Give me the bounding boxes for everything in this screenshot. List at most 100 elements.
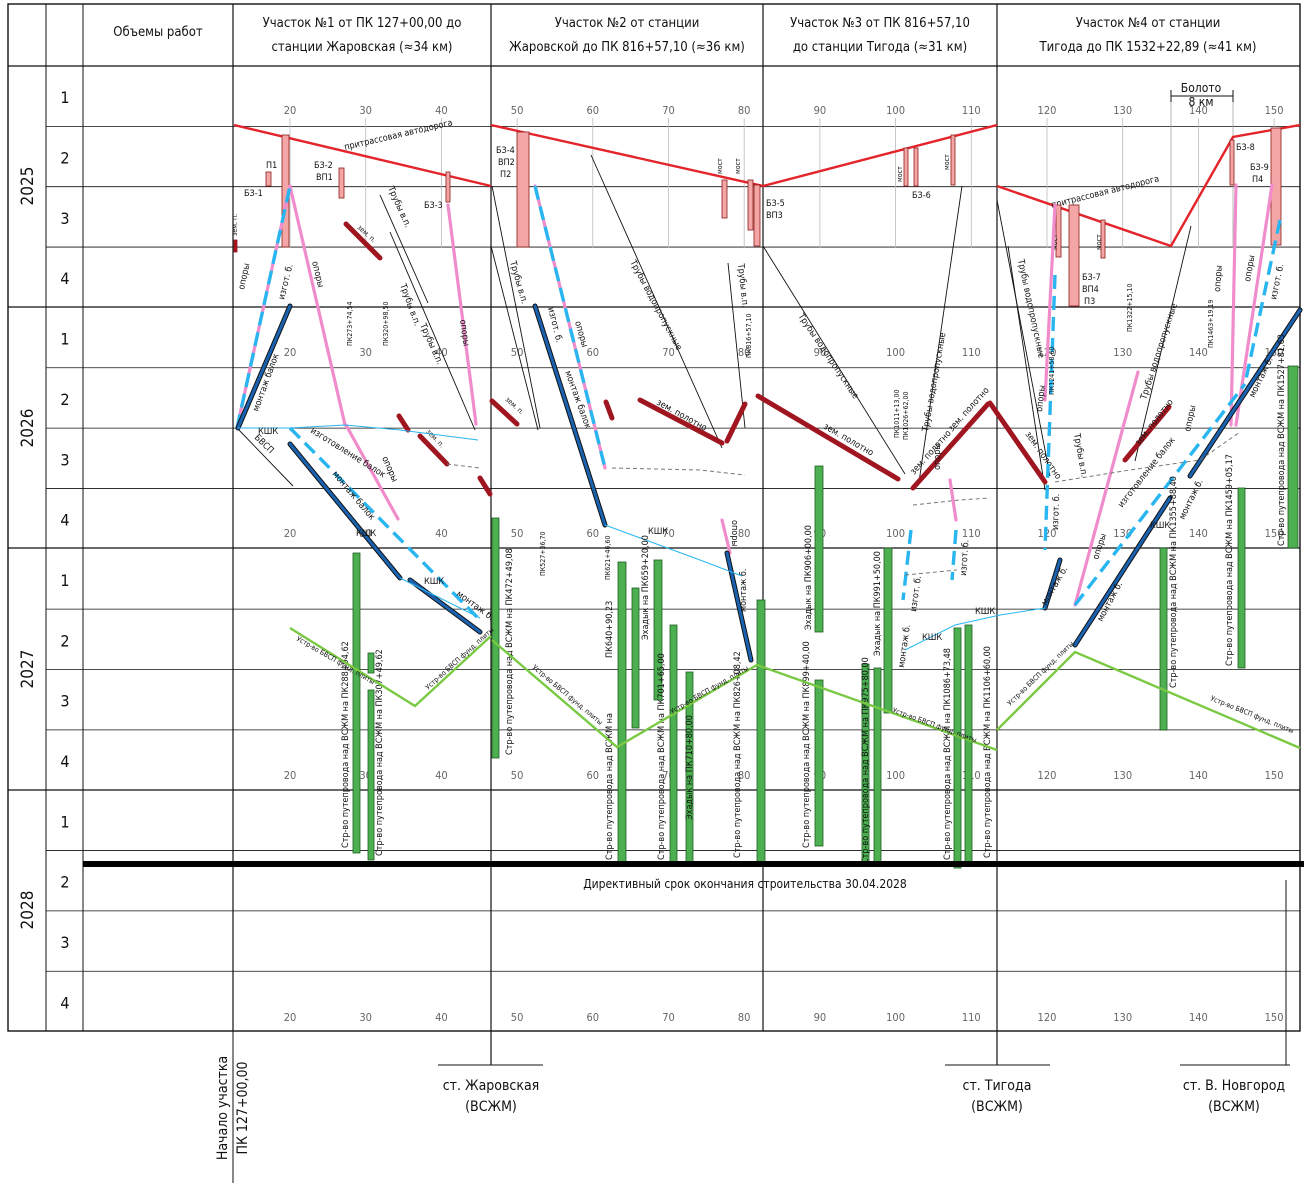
bz-label: БЗ-3 [424,201,443,211]
quarter-label: 1 [60,88,69,107]
quarter-label: 3 [60,692,69,711]
quarter-label: 2 [60,873,69,892]
pipe-line [236,427,294,487]
pk-label: ПК816+57,10 [745,313,753,358]
km-tick-label: 30 [359,1011,372,1024]
kshk-line [399,577,481,619]
km-tick-label: 130 [1113,104,1132,117]
quarter-label: 4 [60,269,69,288]
embankment-bar [343,221,383,261]
overpass-label: Эхадык на ПК710+80,00 [685,715,695,820]
km-tick-label: 50 [511,769,524,782]
bz-label: БЗ-7 [1082,273,1101,283]
pier-line [948,478,958,522]
year-2026: 2026 [18,409,38,448]
overpass-bar [367,689,375,861]
overpass-label: Стр-во путепровода над ВСЖМ на ПК472+49,… [505,548,515,755]
beam-make-label: изгот. б. [958,539,971,576]
bz-label: БЗ-1 [244,189,263,199]
km-tick-label: 100 [886,769,905,782]
kshk-label: КШК [975,607,995,617]
embankment-bar [417,433,450,467]
bridge-label: мост [896,166,904,182]
bridge-bar [1055,204,1062,258]
overpass-bar [883,547,893,714]
section-3-title-line2: до станции Тигода (≈31 км) [793,40,967,55]
km-tick-label: 80 [738,346,751,359]
quarter-label: 4 [60,511,69,530]
km-tick-label: 100 [886,527,905,540]
km-tick-label: 130 [1113,346,1132,359]
km-tick-label: 40 [435,104,448,117]
overpass-labels: Стр-во путепровода над ВСЖМ на ПК288+94,… [341,334,1287,864]
overpass-label: ПК640+90,23 [605,601,615,658]
pier-line [235,184,292,430]
km-tick-label: 20 [284,1011,297,1024]
pipe-lines [236,154,1192,491]
pk-label: ПК527+36,70 [539,531,547,576]
km-tick-label: 70 [662,527,675,540]
beam-mount-line [533,304,607,527]
overpass-label: Стр-во путепровода над ВСЖМ на ПК1355+88… [1169,476,1179,688]
works-header: Объемы работ [113,25,203,40]
quarter-label: 3 [60,933,69,952]
pier-line [1229,183,1238,427]
bz-label: ВП3 [766,211,783,221]
km-tick-label: 150 [1265,527,1284,540]
section-3-title-line1: Участок №3 от ПК 816+57,10 [790,16,970,31]
quarter-label: 3 [60,209,69,228]
beam-mount-line [1073,496,1172,647]
section-4-title-line1: Участок №4 от станции [1076,16,1221,31]
pk-labels: ПК273+74,54 ПК320+98,50 ПК527+36,70 ПК62… [346,283,1215,580]
pipe-line [389,231,476,431]
km-tick-label: 20 [284,104,297,117]
overpass-bar [1159,547,1168,731]
km-tick-label: 110 [962,527,981,540]
beam-mount-line [1043,558,1062,610]
overpass-label: Стр-во путепровода над ВСЖМ на ПК701+65,… [657,653,667,860]
quarter-label: 1 [60,571,69,590]
pk-label: ПК273+74,54 [346,301,354,346]
beam-make-line [950,529,958,581]
section-4-header: Участок №4 от станции Тигода до ПК 1532+… [1039,16,1257,55]
overpass-bar [1237,487,1246,669]
bz-label: П2 [500,170,511,180]
pier-line [446,203,478,426]
pier-line [1234,183,1274,427]
km-tick-label: 110 [962,1011,981,1024]
km-tick-label: 110 [962,104,981,117]
km-tick-label: 150 [1265,1011,1284,1024]
bridge-bar [747,179,754,231]
year-2028: 2028 [18,891,38,930]
embankment-bar [987,400,1048,485]
overpass-label: Стр-во путепровода над ВСЖМ на ПК1527+81… [1277,334,1287,546]
km-tick-label: 60 [587,769,600,782]
pier-label: опоры [1213,265,1225,292]
bz-label: П3 [1084,297,1095,307]
beam-make-line [1243,219,1282,385]
quarter-label: 4 [60,993,69,1012]
pier-label: опоры [1243,254,1257,282]
km-tick-label: 100 [886,1011,905,1024]
beam-make-label: изгот. б. [1050,494,1062,531]
bridge-label: мост [1051,234,1059,250]
overpass-label: Стр-во путепровода над ВСЖМ на ПК975+80,… [861,657,871,864]
beam-mount-line [725,551,753,662]
pk-label: ПК1241+58,60 [1048,346,1056,395]
bz-label: БЗ-6 [912,191,931,201]
bridge-label: мост [716,158,724,174]
kshk-label: КШК [1150,521,1170,531]
pipe-line [762,245,906,475]
quarter-label: 2 [60,149,69,168]
beam-mount-line [288,442,402,580]
embankment-bar [603,399,615,421]
kshk-label: КШК [258,427,278,437]
km-tick-label: 100 [886,346,905,359]
bridge-bar [721,179,728,219]
section-1-title-line2: станции Жаровская (≈34 км) [272,40,453,55]
station-novgorod-sub: (ВСЖМ) [1208,1099,1260,1115]
swamp-length: 8 км [1189,95,1214,109]
beam-make-line [1073,382,1247,607]
section-3-header: Участок №3 от ПК 816+57,10 до станции Ти… [790,16,970,55]
